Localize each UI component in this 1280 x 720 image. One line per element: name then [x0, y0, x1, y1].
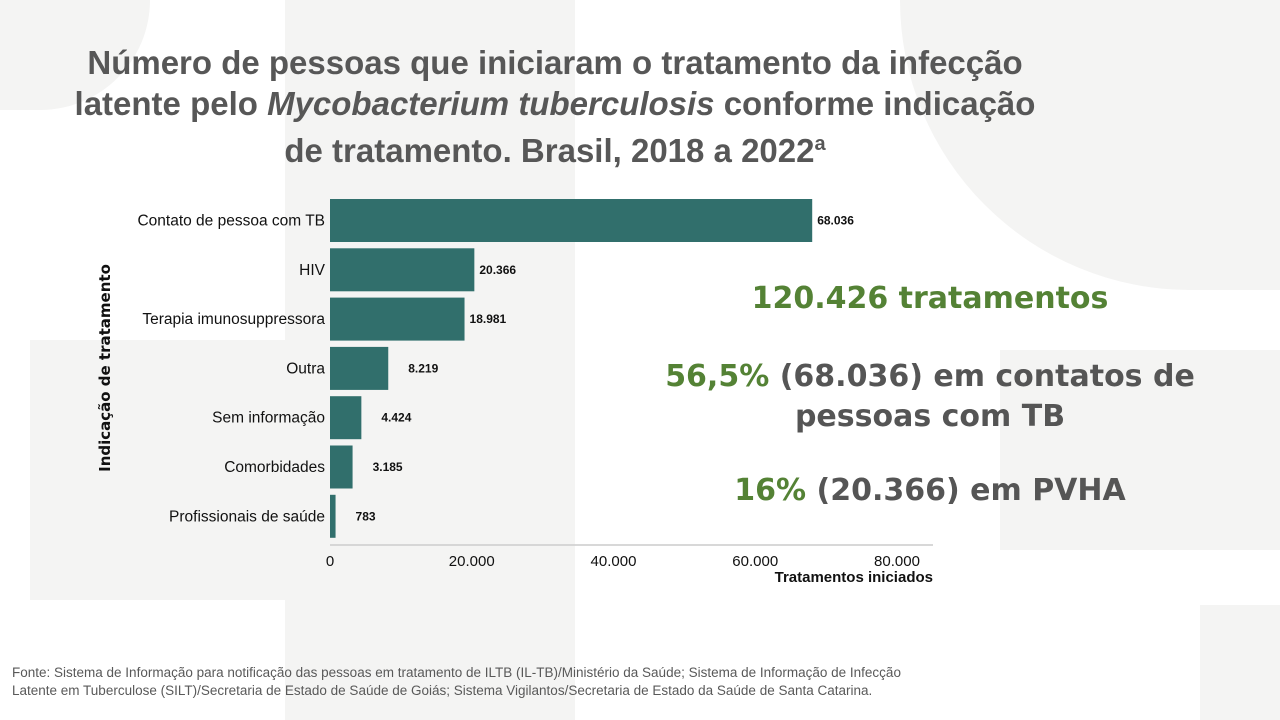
stat-contacts-text: (68.036) em contatos de — [769, 359, 1195, 394]
source-line: Latente em Tuberculose (SILT)/Secretaria… — [12, 683, 873, 698]
bar — [330, 494, 336, 538]
x-tick-label: 40.000 — [591, 553, 637, 570]
source-note: Fonte: Sistema de Informação para notifi… — [12, 664, 901, 700]
stat-contacts: 56,5% (68.036) em contatos de pessoas co… — [640, 357, 1220, 437]
category-label: Outra — [286, 360, 325, 377]
data-label: 8.219 — [408, 361, 438, 375]
x-tick-label: 60.000 — [732, 553, 778, 570]
category-label: Profissionais de saúde — [169, 508, 325, 525]
background-shape — [1000, 350, 1280, 550]
background-shape — [30, 340, 470, 600]
x-axis-title: Tratamentos iniciados — [775, 569, 933, 586]
chart-title: Número de pessoas que iniciaram o tratam… — [60, 42, 1050, 171]
background-shape — [1200, 605, 1280, 720]
category-label: Comorbidades — [224, 459, 325, 476]
title-text: Número de pessoas que iniciaram o tratam… — [74, 44, 1023, 122]
x-tick-label: 0 — [326, 553, 334, 570]
x-tick-label: 80.000 — [874, 553, 920, 570]
bar — [330, 396, 362, 440]
bar — [330, 297, 465, 341]
bar — [330, 199, 813, 242]
category-label: Sem informação — [212, 410, 325, 427]
data-label: 68.036 — [817, 214, 854, 228]
category-label: Terapia imunosuppressora — [142, 311, 325, 328]
bar — [330, 346, 389, 390]
stat-contacts-text: pessoas com TB — [794, 399, 1066, 434]
category-label: HIV — [299, 262, 326, 279]
category-label: Contato de pessoa com TB — [137, 213, 325, 230]
bar — [330, 248, 475, 292]
data-label: 20.366 — [479, 263, 516, 277]
data-label: 3.185 — [373, 460, 403, 474]
data-label: 783 — [356, 509, 376, 523]
source-line: Fonte: Sistema de Informação para notifi… — [12, 665, 901, 680]
bar — [330, 445, 353, 489]
stat-pvha-text: (20.366) em PVHA — [806, 473, 1126, 508]
stat-total: 120.426 tratamentos — [751, 281, 1109, 316]
y-axis-title: Indicação de tratamento — [96, 264, 114, 472]
data-label: 4.424 — [381, 411, 411, 425]
data-label: 18.981 — [470, 312, 507, 326]
stat-pvha: 16% (20.366) em PVHA — [640, 471, 1220, 511]
x-tick-label: 20.000 — [449, 553, 495, 570]
title-text: conforme indicação de tratamento. Brasil… — [284, 85, 1036, 169]
stat-pvha-pct: 16% — [734, 473, 807, 508]
title-superscript: a — [814, 133, 826, 155]
stat-contacts-pct: 56,5% — [665, 359, 770, 394]
title-italic: Mycobacterium tuberculosis — [267, 85, 715, 122]
